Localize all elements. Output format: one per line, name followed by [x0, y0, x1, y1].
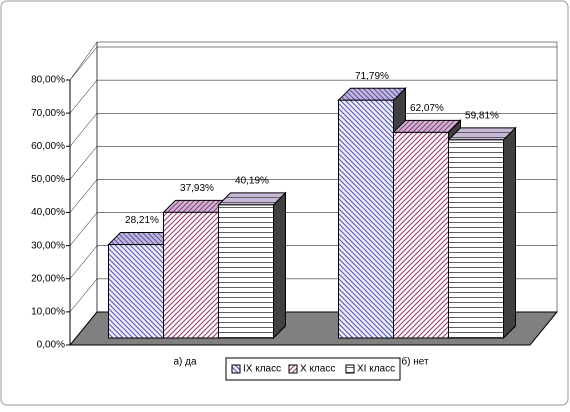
value-label: 59,81%	[465, 111, 499, 122]
bar-side	[503, 126, 516, 340]
bar	[108, 244, 164, 339]
grid-line	[69, 113, 98, 147]
legend-swatch	[231, 364, 241, 374]
value-label: 71,79%	[355, 71, 389, 82]
bar-top	[337, 87, 407, 101]
legend-swatch	[345, 364, 355, 374]
x-tick-label: а) да	[173, 357, 197, 368]
legend-label: IX класс	[243, 364, 281, 375]
y-tick-label: 50,00%	[31, 174, 65, 185]
y-tick-label: 10,00%	[31, 307, 65, 318]
y-tick-label: 60,00%	[31, 141, 65, 152]
bar-top	[392, 119, 462, 133]
bar-top	[447, 127, 517, 141]
bar	[338, 99, 394, 339]
bar-side	[273, 191, 286, 340]
legend-label: X класс	[300, 364, 335, 375]
bar	[218, 204, 274, 339]
y-tick-label: 80,00%	[31, 75, 65, 86]
y-tick-label: 0,00%	[37, 340, 65, 351]
grid-line	[69, 179, 98, 213]
bar	[448, 139, 504, 339]
y-tick-label: 40,00%	[31, 207, 65, 218]
y-tick-label: 20,00%	[31, 273, 65, 284]
value-label: 28,21%	[125, 215, 159, 226]
y-tick-label: 70,00%	[31, 108, 65, 119]
grid-line	[69, 46, 98, 81]
bar	[393, 131, 449, 339]
value-label: 37,93%	[180, 183, 214, 194]
grid-line	[69, 212, 98, 246]
legend-label: XI класс	[357, 364, 395, 375]
value-label: 62,07%	[410, 103, 444, 114]
y-tick-label: 30,00%	[31, 240, 65, 251]
grid-line	[69, 245, 98, 279]
grid-line	[69, 146, 98, 180]
legend-box	[225, 357, 401, 381]
bar	[163, 211, 219, 339]
grid-line	[69, 278, 98, 313]
x-tick-label: б) нет	[401, 356, 429, 368]
value-label: 40,19%	[235, 176, 269, 187]
grid-line	[69, 79, 98, 114]
legend-swatch	[288, 364, 298, 374]
bar-top	[217, 192, 287, 206]
